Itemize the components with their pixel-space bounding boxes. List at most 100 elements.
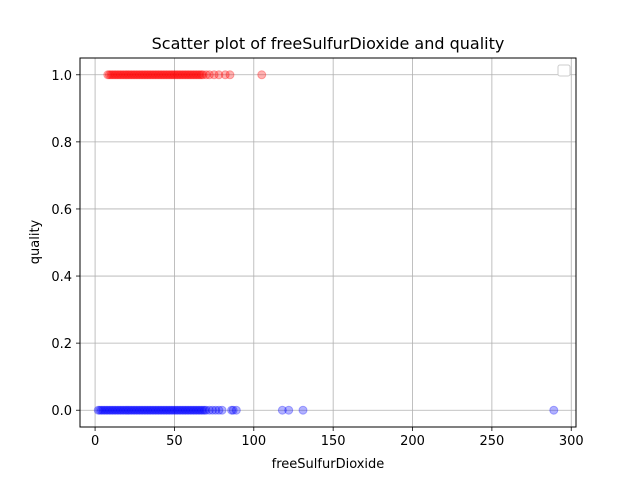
scatter-point [176, 405, 186, 415]
chart-title: Scatter plot of freeSulfurDioxide and qu… [152, 34, 505, 53]
scatter-point [117, 70, 127, 80]
scatter-point [114, 70, 124, 80]
scatter-point [184, 70, 194, 80]
scatter-point [155, 405, 165, 415]
scatter-point [146, 70, 156, 80]
scatter-point [150, 70, 160, 80]
scatter-point [146, 405, 156, 415]
scatter-point [93, 405, 103, 415]
scatter-point [209, 70, 219, 80]
scatter-point [109, 405, 119, 415]
scatter-point [158, 70, 168, 80]
scatter-point [139, 405, 149, 415]
scatter-point [169, 405, 179, 415]
scatter-point [182, 405, 192, 415]
scatter-point [166, 70, 176, 80]
axes-frame [79, 57, 577, 428]
scatter-point [108, 405, 118, 415]
scatter-point [162, 405, 172, 415]
scatter-point [165, 70, 175, 80]
scatter-point [152, 405, 162, 415]
scatter-point [120, 405, 130, 415]
x-tick-label: 50 [166, 434, 183, 449]
scatter-point [201, 405, 211, 415]
gridlines [80, 58, 576, 427]
scatter-point [131, 70, 141, 80]
scatter-point [190, 70, 200, 80]
scatter-point [277, 405, 287, 415]
scatter-point [138, 70, 148, 80]
scatter-point [162, 70, 172, 80]
scatter-point [214, 70, 224, 80]
scatter-point [163, 70, 173, 80]
scatter-point [165, 405, 175, 415]
scatter-point [298, 405, 308, 415]
scatter-point [188, 405, 198, 415]
scatter-point [196, 70, 206, 80]
scatter-point [103, 70, 113, 80]
scatter-point [184, 405, 194, 415]
scatter-point [211, 405, 221, 415]
scatter-point [195, 70, 205, 80]
scatter-point [141, 70, 151, 80]
scatter-point [177, 405, 187, 415]
scatter-point [160, 405, 170, 415]
scatter-point [195, 405, 205, 415]
y-axis-label: quality [28, 219, 43, 264]
scatter-point [133, 405, 143, 415]
scatter-point [98, 405, 108, 415]
scatter-point [185, 405, 195, 415]
scatter-point [187, 70, 197, 80]
scatter-point [160, 70, 170, 80]
scatter-point [115, 70, 125, 80]
scatter-point [257, 70, 267, 80]
scatter-point [149, 405, 159, 415]
scatter-point [182, 70, 192, 80]
scatter-point [114, 405, 124, 415]
scatter-point [154, 70, 164, 80]
x-tick-label: 250 [479, 434, 504, 449]
scatter-point [101, 405, 111, 415]
scatter-point [125, 70, 135, 80]
scatter-point [193, 405, 203, 415]
scatter-point [227, 405, 237, 415]
scatter-point [193, 70, 203, 80]
x-axis-ticks: 0 50 100 150 200 250 300 [91, 427, 584, 449]
scatter-point [138, 405, 148, 415]
scatter-point [150, 405, 160, 415]
scatter-point [108, 70, 118, 80]
scatter-point [188, 70, 198, 80]
scatter-point [152, 70, 162, 80]
scatter-point [187, 405, 197, 415]
scatter-point [106, 405, 116, 415]
scatter-point [115, 405, 125, 415]
scatter-point [200, 405, 210, 415]
scatter-point [112, 70, 122, 80]
scatter-point [106, 70, 116, 80]
scatter-point [142, 70, 152, 80]
scatter-point [163, 405, 173, 415]
scatter-point [185, 70, 195, 80]
scatter-point [147, 405, 157, 415]
y-tick-label: 0.4 [51, 270, 72, 285]
scatter-point [123, 405, 133, 415]
scatter-point [96, 405, 106, 415]
scatter-point [119, 405, 129, 415]
y-tick-label: 0.0 [51, 404, 72, 419]
scatter-point [147, 70, 157, 80]
scatter-point [198, 405, 208, 415]
scatter-point [131, 405, 141, 415]
scatter-point [168, 70, 178, 80]
y-tick-label: 0.8 [51, 136, 72, 151]
y-tick-label: 0.2 [51, 337, 72, 352]
scatter-point [225, 70, 235, 80]
scatter-point [169, 70, 179, 80]
scatter-point [176, 70, 186, 80]
scatter-point [174, 70, 184, 80]
scatter-point [181, 405, 191, 415]
scatter-point [123, 70, 133, 80]
x-tick-label: 0 [91, 434, 99, 449]
